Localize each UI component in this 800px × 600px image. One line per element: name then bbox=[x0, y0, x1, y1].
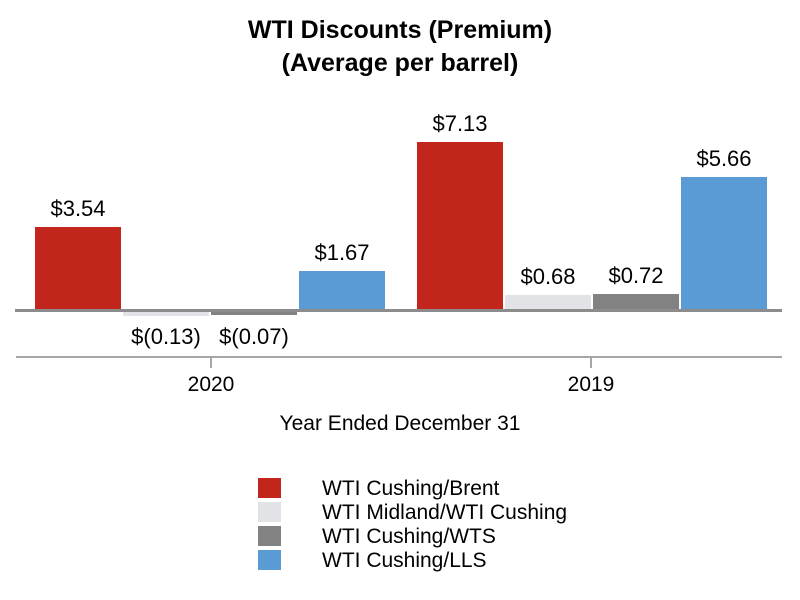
legend-swatch-wti-cushing-brent bbox=[258, 478, 281, 498]
legend-label-wti-cushing-wts: WTI Cushing/WTS bbox=[322, 525, 496, 548]
zero-axis-line bbox=[15, 309, 782, 312]
legend-label-wti-cushing-brent: WTI Cushing/Brent bbox=[322, 477, 500, 500]
chart-title-line1: WTI Discounts (Premium) bbox=[247, 16, 553, 44]
bar-wti-midland-wti-cushing-2020 bbox=[123, 312, 209, 316]
x-axis-label-2019: 2019 bbox=[567, 373, 615, 396]
bar-wti-cushing-brent-2020 bbox=[35, 227, 121, 311]
legend-swatch-wti-cushing-lls bbox=[258, 550, 281, 570]
legend-swatch-wti-midland-wti-cushing bbox=[258, 502, 281, 522]
legend-swatch-wti-cushing-wts bbox=[258, 526, 281, 546]
x-axis-tick-2020 bbox=[210, 358, 212, 368]
x-axis-title: Year Ended December 31 bbox=[279, 412, 521, 435]
bar-value-label-wti-cushing-brent-2020: $3.54 bbox=[50, 196, 106, 221]
bar-value-label-wti-cushing-lls-2019: $5.66 bbox=[696, 146, 752, 171]
bar-wti-cushing-lls-2020 bbox=[299, 271, 385, 311]
x-axis-line bbox=[16, 356, 782, 358]
bar-wti-midland-wti-cushing-2019 bbox=[505, 295, 591, 311]
x-axis-tick-2019 bbox=[590, 358, 592, 368]
bar-wti-cushing-lls-2019 bbox=[681, 177, 767, 311]
bar-wti-cushing-wts-2019 bbox=[593, 294, 679, 311]
bar-value-label-wti-cushing-wts-2020: $(0.07) bbox=[219, 324, 289, 349]
chart-title: WTI Discounts (Premium) (Average per bar… bbox=[0, 14, 800, 80]
legend-label-wti-midland-wti-cushing: WTI Midland/WTI Cushing bbox=[322, 501, 568, 524]
bar-value-label-wti-midland-wti-cushing-2020: $(0.13) bbox=[131, 324, 201, 349]
bar-value-label-wti-midland-wti-cushing-2019: $0.68 bbox=[520, 264, 576, 289]
chart-title-line2: (Average per barrel) bbox=[281, 49, 519, 77]
bar-wti-cushing-brent-2019 bbox=[417, 142, 503, 311]
x-axis-label-2020: 2020 bbox=[187, 373, 235, 396]
bar-value-label-wti-cushing-lls-2020: $1.67 bbox=[314, 240, 370, 265]
bar-wti-cushing-wts-2020 bbox=[211, 312, 297, 315]
legend-label-wti-cushing-lls: WTI Cushing/LLS bbox=[322, 549, 487, 572]
bar-value-label-wti-cushing-wts-2019: $0.72 bbox=[608, 263, 664, 288]
bar-value-label-wti-cushing-brent-2019: $7.13 bbox=[432, 111, 488, 136]
